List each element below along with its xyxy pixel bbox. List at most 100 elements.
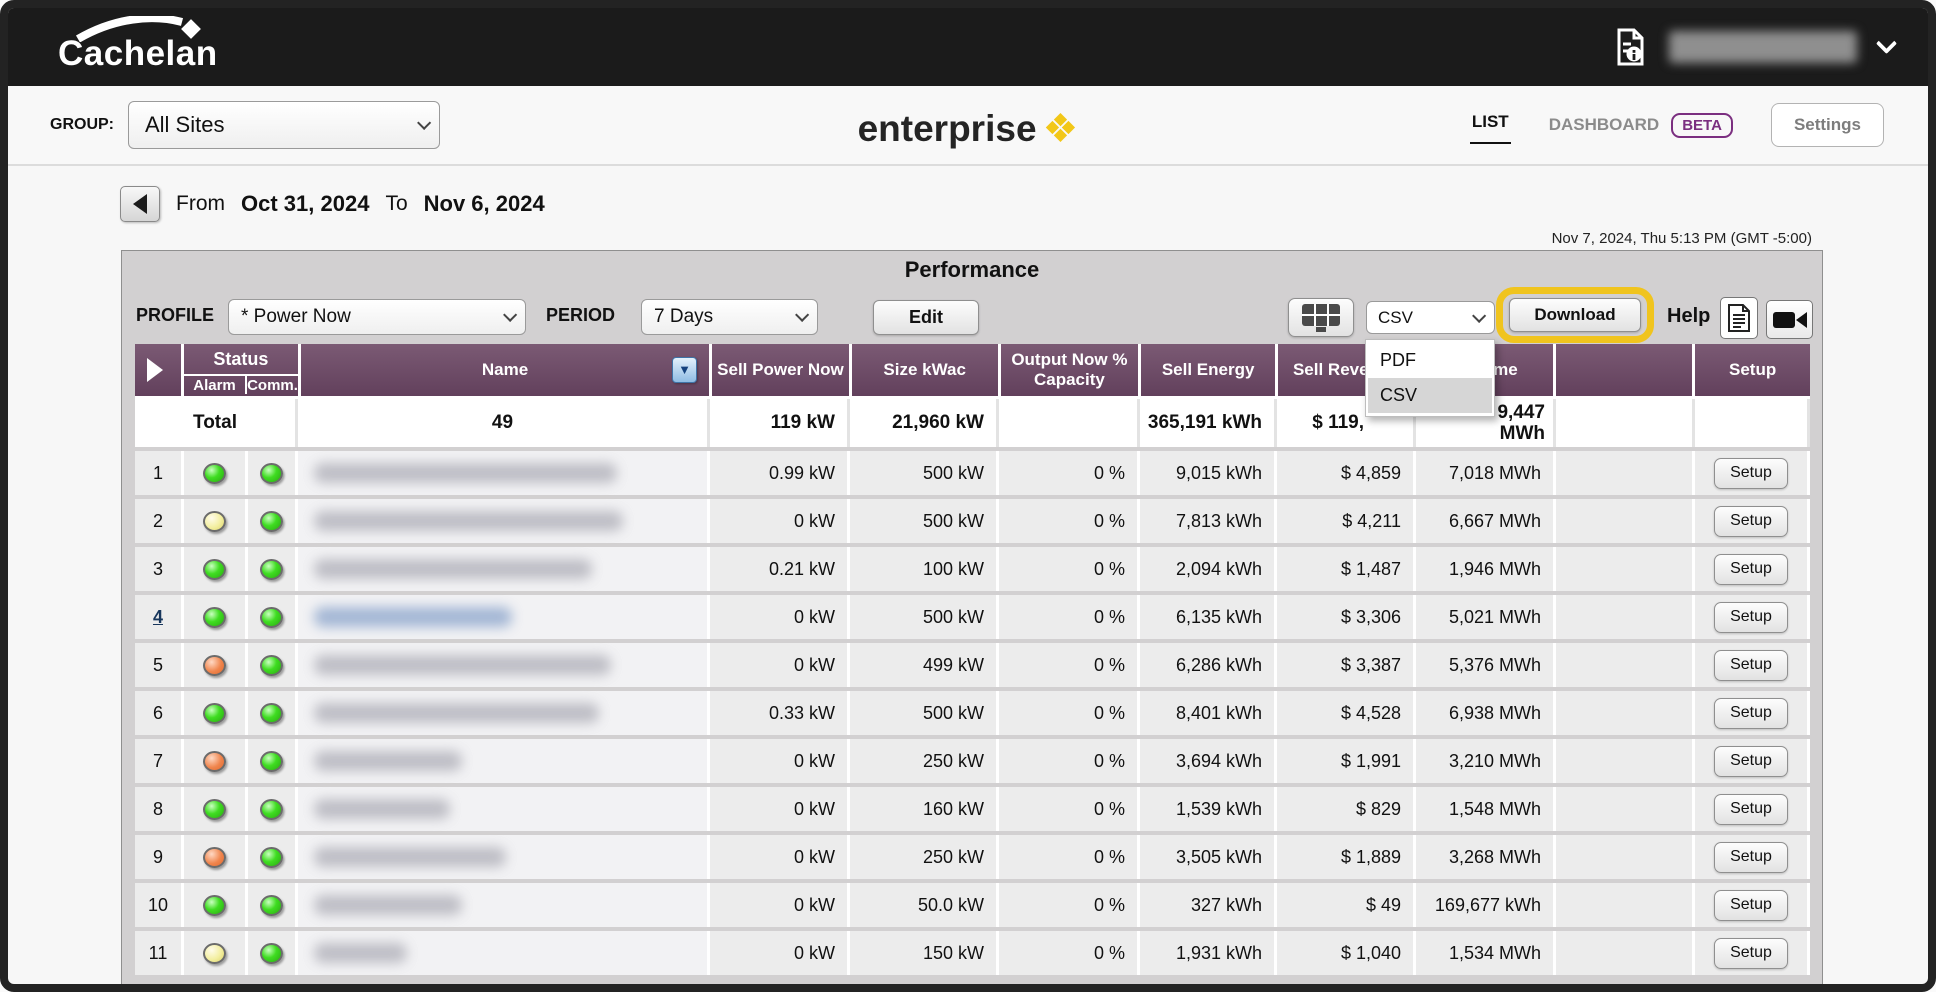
sell-power-now-cell: 0 kW <box>710 835 850 879</box>
alarm-status-cell <box>184 931 248 975</box>
sell-revenue-cell: $ 1,487 <box>1277 547 1416 591</box>
setup-button[interactable]: Setup <box>1714 697 1788 729</box>
download-highlight-ring: Download <box>1496 287 1654 343</box>
tab-dashboard[interactable]: DASHBOARD BETA <box>1549 112 1733 138</box>
row-number: 7 <box>135 739 184 783</box>
panel-controls: PROFILE * Power Now PERIOD 7 Days Edit C… <box>122 287 1822 343</box>
output-now-header[interactable]: Output Now % Capacity <box>1000 344 1142 396</box>
account-name-blurred[interactable] <box>1669 31 1857 63</box>
sell-energy-cell: 1,931 kWh <box>1140 931 1277 975</box>
sell-energy-cell: 2,094 kWh <box>1140 547 1277 591</box>
beta-badge: BETA <box>1671 112 1733 138</box>
alarm-status-dot[interactable] <box>203 510 226 532</box>
setup-button[interactable]: Setup <box>1714 937 1788 969</box>
help-document-button[interactable] <box>1720 297 1758 339</box>
output-now-cell: 0 % <box>999 691 1140 735</box>
lifetime-cell: 6,938 MWh <box>1416 691 1556 735</box>
alarm-status-dot[interactable] <box>203 462 226 484</box>
alarm-status-dot[interactable] <box>203 942 226 964</box>
site-name-blurred[interactable] <box>298 595 710 639</box>
output-now-cell: 0 % <box>999 739 1140 783</box>
site-name-blurred[interactable] <box>298 451 710 495</box>
setup-button[interactable]: Setup <box>1714 649 1788 681</box>
comm-status-dot[interactable] <box>260 510 283 532</box>
comm-status-dot[interactable] <box>260 942 283 964</box>
site-name-blurred[interactable] <box>298 547 710 591</box>
period-select[interactable]: 7 Days <box>641 299 818 335</box>
alarm-status-cell <box>184 739 248 783</box>
setup-button[interactable]: Setup <box>1714 553 1788 585</box>
name-sort-button[interactable]: ▼ <box>672 357 698 383</box>
nav-bar: GROUP: All Sites enterprise ❖ LIST DASHB… <box>8 86 1928 166</box>
alarm-status-dot[interactable] <box>203 798 226 820</box>
site-name-blurred[interactable] <box>298 739 710 783</box>
group-select-value: All Sites <box>145 112 225 137</box>
comm-status-dot[interactable] <box>260 798 283 820</box>
download-button[interactable]: Download <box>1509 298 1641 332</box>
setup-button[interactable]: Setup <box>1714 505 1788 537</box>
from-date[interactable]: Oct 31, 2024 <box>241 191 370 216</box>
site-name-blurred[interactable] <box>298 931 710 975</box>
comm-status-cell <box>248 691 298 735</box>
setup-button[interactable]: Setup <box>1714 601 1788 633</box>
sell-energy-header[interactable]: Sell Energy <box>1141 344 1279 396</box>
setup-button[interactable]: Setup <box>1714 457 1788 489</box>
name-header[interactable]: Name ▼ <box>300 344 713 396</box>
format-option-csv[interactable]: CSV <box>1368 378 1492 413</box>
edit-button[interactable]: Edit <box>873 300 979 335</box>
document-info-icon[interactable] <box>1615 27 1647 67</box>
site-name-blurred[interactable] <box>298 643 710 687</box>
table-row: 1 0.99 kW 500 kW 0 % 9,015 kWh $ 4,859 7… <box>135 451 1810 495</box>
row-number-link[interactable]: 4 <box>152 606 163 627</box>
setup-button[interactable]: Setup <box>1714 793 1788 825</box>
from-label: From <box>176 192 225 215</box>
setup-cell: Setup <box>1695 451 1810 495</box>
comm-subheader[interactable]: Comm. <box>247 376 298 394</box>
sell-power-now-cell: 0 kW <box>710 787 850 831</box>
alarm-status-dot[interactable] <box>203 894 226 916</box>
settings-button[interactable]: Settings <box>1770 103 1884 147</box>
sell-power-now-header[interactable]: Sell Power Now <box>712 344 852 396</box>
alarm-status-dot[interactable] <box>203 750 226 772</box>
setup-button[interactable]: Setup <box>1714 745 1788 777</box>
setup-button[interactable]: Setup <box>1714 841 1788 873</box>
previous-period-button[interactable] <box>120 186 160 222</box>
site-name-blurred[interactable] <box>298 499 710 543</box>
comm-status-dot[interactable] <box>260 750 283 772</box>
status-header[interactable]: Status <box>213 348 269 369</box>
site-name-blurred[interactable] <box>298 883 710 927</box>
alarm-subheader[interactable]: Alarm <box>184 376 248 394</box>
site-name-blurred[interactable] <box>298 787 710 831</box>
download-format-select[interactable]: CSV <box>1366 301 1495 334</box>
alarm-status-dot[interactable] <box>203 846 226 868</box>
alarm-status-dot[interactable] <box>203 558 226 580</box>
alarm-status-dot[interactable] <box>203 606 226 628</box>
setup-button[interactable]: Setup <box>1714 889 1788 921</box>
format-option-pdf[interactable]: PDF <box>1380 350 1416 370</box>
comm-status-dot[interactable] <box>260 558 283 580</box>
alarm-status-dot[interactable] <box>203 654 226 676</box>
help-video-button[interactable] <box>1766 300 1813 339</box>
sell-energy-cell: 9,015 kWh <box>1140 451 1277 495</box>
total-size: 21,960 kW <box>850 399 999 447</box>
comm-status-dot[interactable] <box>260 846 283 868</box>
profile-select[interactable]: * Power Now <box>228 299 526 335</box>
alarm-status-dot[interactable] <box>203 702 226 724</box>
comm-status-dot[interactable] <box>260 462 283 484</box>
comm-status-cell <box>248 739 298 783</box>
to-date[interactable]: Nov 6, 2024 <box>423 191 545 216</box>
comm-status-dot[interactable] <box>260 654 283 676</box>
tab-list[interactable]: LIST <box>1469 106 1511 144</box>
group-select[interactable]: All Sites <box>128 101 440 149</box>
size-kwac-cell: 250 kW <box>850 739 999 783</box>
table-view-button[interactable] <box>1288 298 1354 337</box>
comm-status-dot[interactable] <box>260 894 283 916</box>
comm-status-dot[interactable] <box>260 606 283 628</box>
comm-status-dot[interactable] <box>260 702 283 724</box>
account-chevron-down-icon[interactable] <box>1875 32 1898 54</box>
size-kwac-header[interactable]: Size kWac <box>851 344 1001 396</box>
alarm-status-cell <box>184 835 248 879</box>
site-name-blurred[interactable] <box>298 691 710 735</box>
site-name-blurred[interactable] <box>298 835 710 879</box>
lifetime-cell: 1,548 MWh <box>1416 787 1556 831</box>
